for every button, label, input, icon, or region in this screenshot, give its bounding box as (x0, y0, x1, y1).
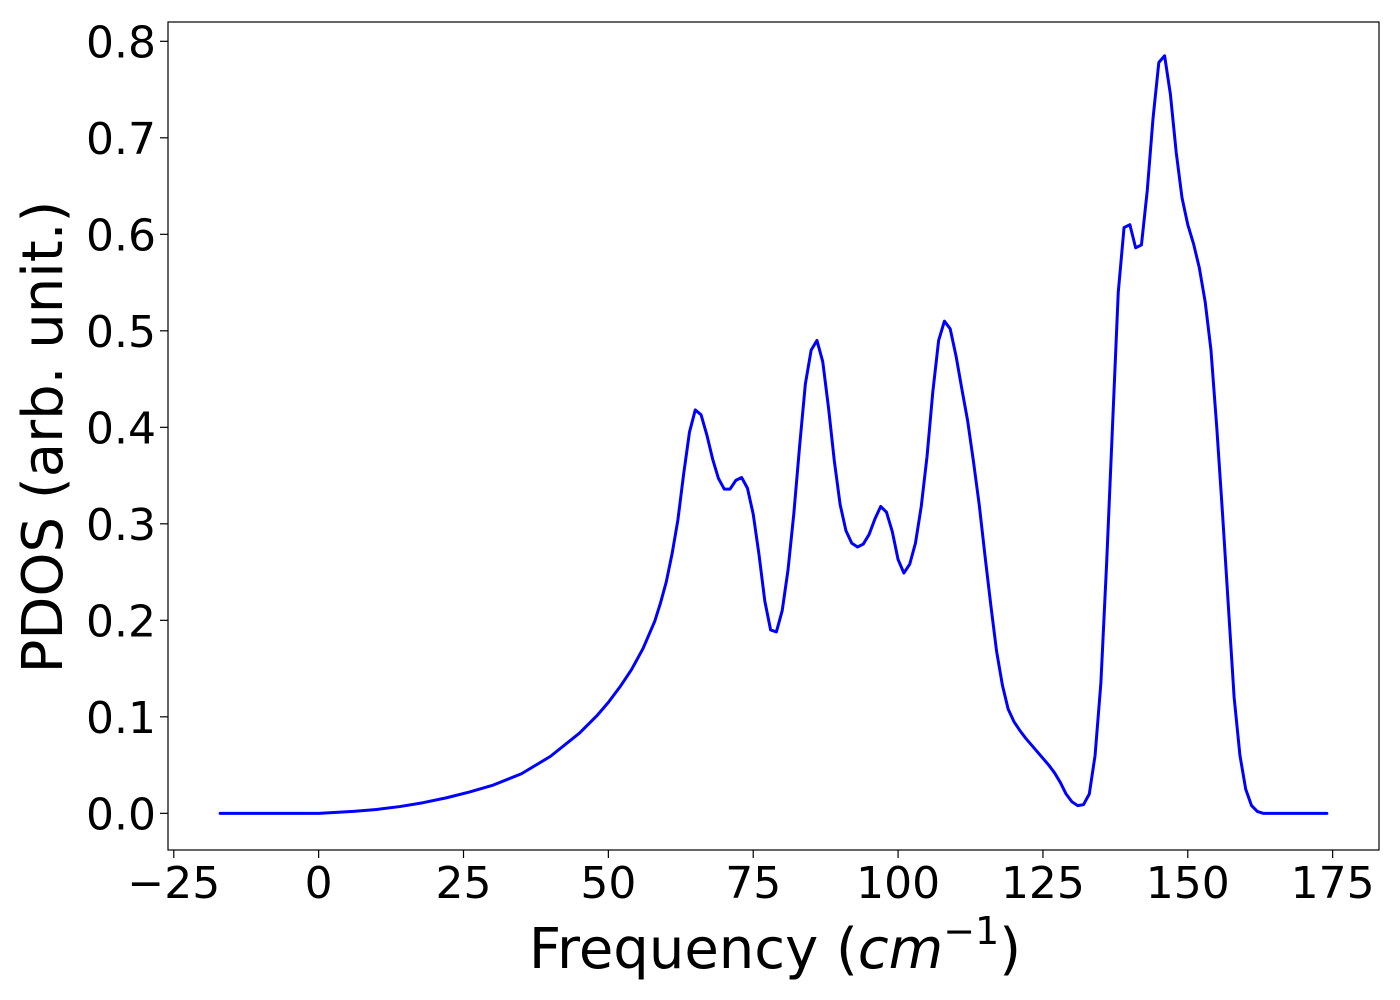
y-tick-label: 0.6 (86, 210, 156, 261)
y-tick-label: 0.8 (86, 17, 156, 68)
x-axis-label: Frequency (cm−1) (529, 909, 1021, 982)
plot-frame (167, 21, 1380, 851)
y-tick-label: 0.2 (86, 596, 156, 647)
y-axis-ticks: 0.0 0.1 0.2 0.3 0.4 0.5 0.6 0.7 0.8 (86, 17, 168, 840)
x-tick-label: 75 (725, 858, 781, 909)
y-tick-label: 0.0 (86, 789, 156, 840)
x-tick-label: 50 (580, 858, 636, 909)
y-axis-label: PDOS (arb. unit.) (11, 201, 76, 674)
y-tick-label: 0.7 (86, 114, 156, 165)
y-tick-label: 0.5 (86, 307, 156, 358)
x-tick-label: −25 (127, 858, 220, 909)
y-tick-label: 0.1 (86, 693, 156, 744)
x-tick-label: 125 (1001, 858, 1085, 909)
x-tick-label: 0 (305, 858, 333, 909)
x-axis-ticks: −25 0 25 50 75 100 125 150 175 (127, 850, 1375, 909)
x-tick-label: 100 (856, 858, 940, 909)
x-tick-label: 175 (1291, 858, 1375, 909)
x-tick-label: 25 (436, 858, 492, 909)
plot-area (167, 21, 1380, 851)
series-line-0 (218, 54, 1329, 815)
y-tick-label: 0.4 (86, 403, 156, 454)
x-tick-label: 150 (1146, 858, 1230, 909)
y-tick-label: 0.3 (86, 500, 156, 551)
